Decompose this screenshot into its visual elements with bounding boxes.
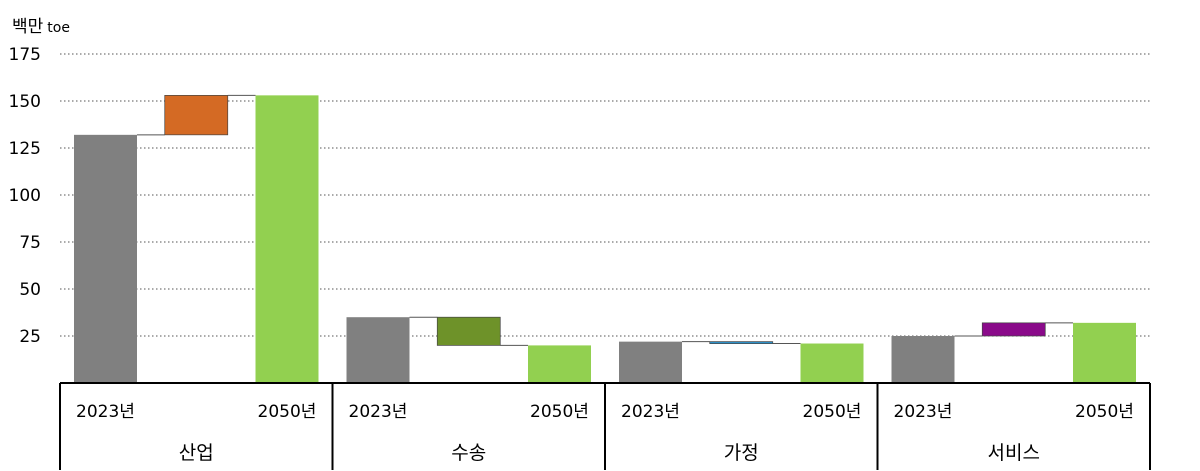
y-tick-label: 100: [9, 186, 41, 206]
x-group-label: 가정: [724, 442, 759, 464]
x-bar-label: 2023년: [76, 402, 135, 422]
y-axis-unit-label: 백만 toe: [12, 12, 70, 37]
bar-change: [164, 95, 229, 136]
unit-suffix: toe: [47, 20, 70, 36]
bar-2050: [800, 343, 864, 383]
y-tick-label: 75: [19, 233, 41, 253]
x-group-label: 수송: [451, 442, 486, 464]
y-tick-label: 25: [19, 327, 41, 347]
bar-2050: [1073, 322, 1136, 383]
x-bar-label: 2023년: [894, 402, 953, 422]
bar-2050: [528, 345, 591, 383]
bar-2023: [74, 134, 137, 383]
bar-change: [981, 322, 1046, 337]
x-bar-label: 2023년: [621, 402, 680, 422]
bar-2023: [346, 317, 410, 383]
bar-2023: [619, 341, 682, 383]
unit-main: 백만: [12, 17, 44, 37]
x-bar-label: 2050년: [530, 402, 589, 422]
bar-2023: [891, 336, 955, 383]
bar-2050: [255, 95, 319, 384]
bar-change: [709, 341, 774, 344]
y-tick-label: 175: [9, 45, 41, 65]
y-tick-label: 150: [9, 92, 41, 112]
y-tick-label: 50: [19, 280, 41, 300]
x-bar-label: 2050년: [803, 402, 862, 422]
bar-change: [436, 316, 501, 346]
x-group-label: 산업: [179, 442, 214, 464]
x-bar-label: 2023년: [349, 402, 408, 422]
x-group-label: 서비스: [988, 442, 1040, 464]
y-tick-label: 125: [9, 139, 41, 159]
x-bar-label: 2050년: [1075, 402, 1134, 422]
x-bar-label: 2050년: [258, 402, 317, 422]
